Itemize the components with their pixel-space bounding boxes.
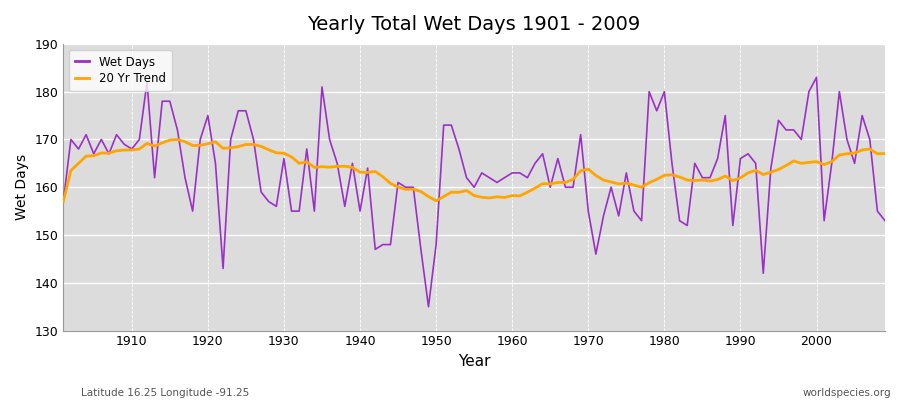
Wet Days bbox=[879, 218, 890, 223]
Line: Wet Days: Wet Days bbox=[63, 77, 885, 307]
20 Yr Trend bbox=[339, 164, 350, 169]
20 Yr Trend bbox=[879, 151, 890, 156]
20 Yr Trend bbox=[58, 199, 68, 204]
Wet Days bbox=[811, 75, 822, 80]
20 Yr Trend bbox=[119, 148, 130, 152]
Wet Days bbox=[119, 142, 130, 147]
Title: Yearly Total Wet Days 1901 - 2009: Yearly Total Wet Days 1901 - 2009 bbox=[308, 15, 641, 34]
Wet Days bbox=[286, 209, 297, 214]
20 Yr Trend bbox=[515, 194, 526, 198]
20 Yr Trend bbox=[293, 161, 304, 166]
Wet Days bbox=[332, 161, 343, 166]
Line: 20 Yr Trend: 20 Yr Trend bbox=[63, 140, 885, 202]
Wet Days bbox=[606, 185, 616, 190]
20 Yr Trend bbox=[606, 180, 616, 184]
20 Yr Trend bbox=[507, 193, 517, 198]
Legend: Wet Days, 20 Yr Trend: Wet Days, 20 Yr Trend bbox=[69, 50, 172, 91]
Y-axis label: Wet Days: Wet Days bbox=[15, 154, 29, 220]
Wet Days bbox=[507, 170, 517, 175]
Wet Days bbox=[58, 199, 68, 204]
Wet Days bbox=[423, 304, 434, 309]
Text: Latitude 16.25 Longitude -91.25: Latitude 16.25 Longitude -91.25 bbox=[81, 388, 249, 398]
Text: worldspecies.org: worldspecies.org bbox=[803, 388, 891, 398]
X-axis label: Year: Year bbox=[458, 354, 491, 369]
Wet Days bbox=[515, 170, 526, 175]
20 Yr Trend bbox=[172, 137, 183, 142]
